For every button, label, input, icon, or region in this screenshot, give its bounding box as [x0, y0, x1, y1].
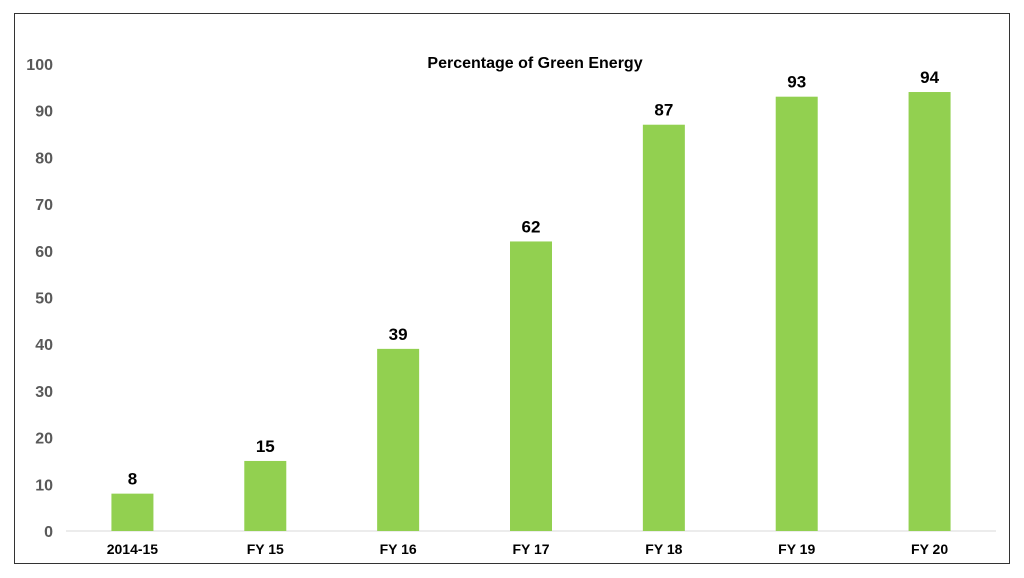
bar [111, 493, 154, 531]
y-tick-label: 100 [26, 57, 53, 74]
y-tick-label: 40 [35, 337, 53, 354]
y-tick-label: 70 [35, 197, 53, 214]
data-label: 93 [787, 73, 806, 92]
y-tick-label: 30 [35, 384, 53, 401]
data-label: 87 [654, 101, 673, 120]
y-tick-label: 80 [35, 150, 53, 167]
y-tick-label: 60 [35, 244, 53, 261]
y-tick-label: 50 [35, 291, 53, 308]
data-label: 15 [256, 437, 275, 456]
x-axis-tick-labels: 2014-15 FY 15 FY 16 FY 17 FY 18 FY 19 FY 20 [107, 541, 949, 557]
x-tick-label: FY 20 [911, 541, 948, 557]
x-tick-label: 2014-15 [107, 541, 159, 557]
x-tick-label: FY 15 [247, 541, 284, 557]
bars [111, 92, 951, 532]
y-tick-label: 90 [35, 104, 53, 121]
x-tick-label: FY 17 [512, 541, 549, 557]
x-tick-label: FY 19 [778, 541, 815, 557]
y-axis-tick-labels: 0 10 20 30 40 50 60 70 80 90 100 [26, 57, 53, 541]
bar [642, 124, 685, 532]
y-tick-label: 10 [35, 477, 53, 494]
data-labels: 8 15 39 62 87 93 94 [128, 68, 940, 489]
y-tick-label: 0 [44, 524, 53, 541]
x-tick-label: FY 16 [380, 541, 417, 557]
bar [908, 92, 951, 532]
data-label: 62 [522, 217, 541, 236]
data-label: 8 [128, 470, 137, 489]
bar [244, 460, 287, 531]
data-label: 94 [920, 68, 939, 87]
bar [775, 96, 818, 531]
y-tick-label: 20 [35, 431, 53, 448]
bar [510, 241, 552, 531]
x-tick-label: FY 18 [645, 541, 682, 557]
chart-title: Percentage of Green Energy [427, 55, 642, 72]
bar [377, 348, 420, 531]
data-label: 39 [389, 325, 408, 344]
